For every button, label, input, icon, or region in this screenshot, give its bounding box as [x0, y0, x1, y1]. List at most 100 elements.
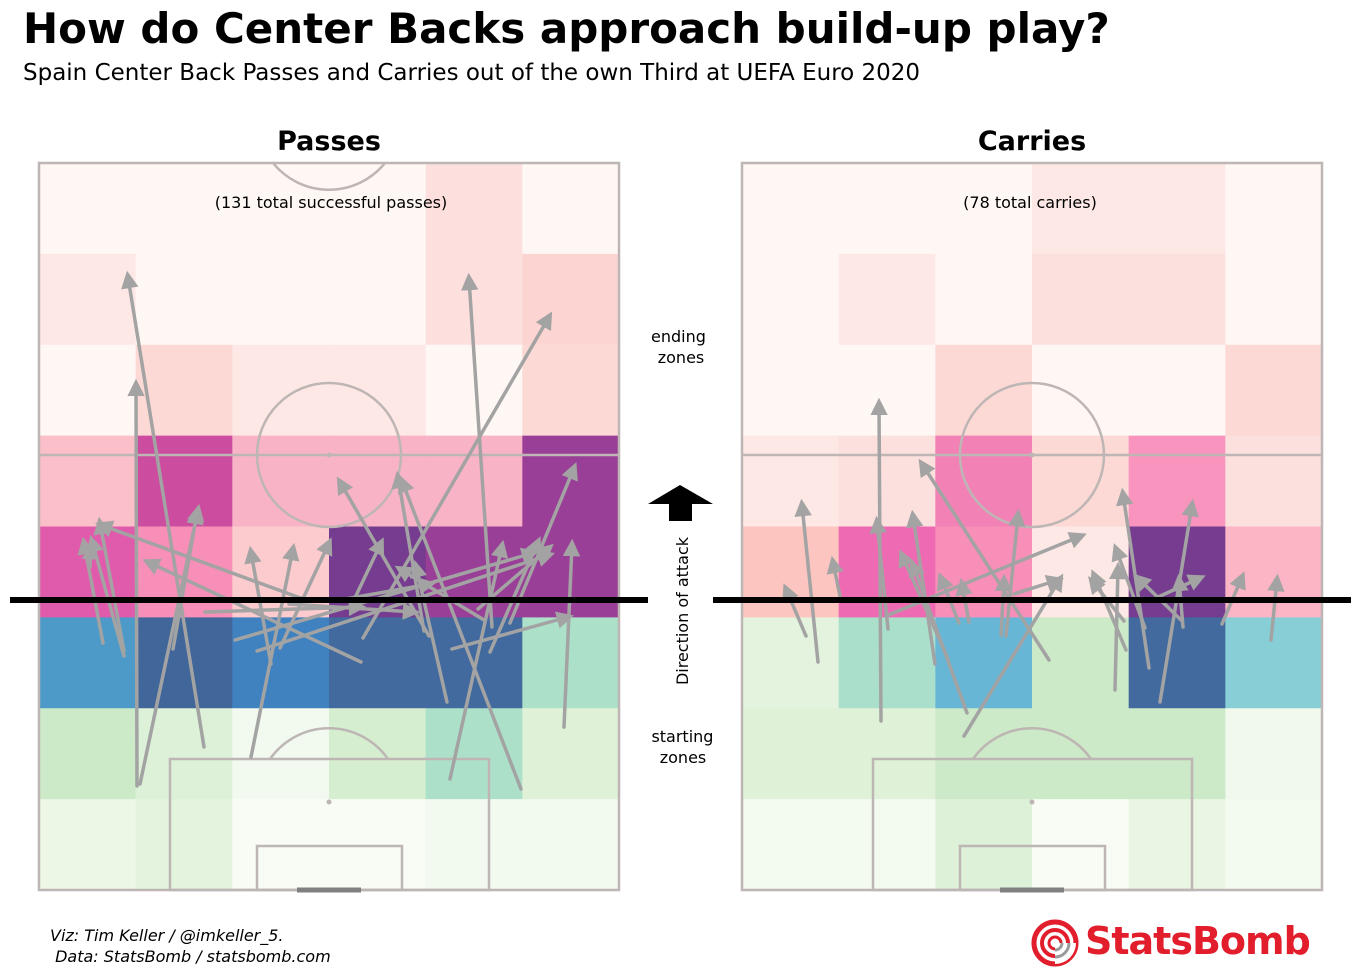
- ending-zones-label: ending zones: [651, 327, 711, 367]
- passes-zone-cell: [425, 435, 523, 528]
- passes-zone-cell: [522, 435, 620, 528]
- carries-arrow: [782, 583, 808, 638]
- passes-zone-cell: [425, 253, 523, 346]
- carries-zone-cell: [838, 344, 936, 437]
- passes-arrow: [249, 542, 300, 759]
- carries-zone-cell: [742, 163, 840, 255]
- passes-zone-cell: [39, 435, 137, 528]
- carries-arrow: [869, 515, 890, 631]
- statsbomb-wordmark: StatsBomb: [1085, 919, 1311, 963]
- passes-arrow: [77, 536, 105, 645]
- carries-zone-cell: [1225, 799, 1323, 891]
- carries-chart: Carries (78 total carries): [740, 126, 1324, 893]
- passes-zone-cell: [425, 799, 523, 891]
- passes-zone-cell: [135, 163, 233, 255]
- page-title: How do Center Backs approach build-up pl…: [23, 4, 1110, 53]
- passes-arrow: [450, 611, 575, 651]
- passes-zone-cell: [329, 435, 427, 528]
- carries-zone-cell: [838, 253, 936, 346]
- passes-zone-cell: [135, 435, 233, 528]
- passes-zone-cell: [425, 163, 523, 255]
- passes-arrow: [121, 270, 206, 749]
- passes-annotation: (131 total successful passes): [215, 193, 447, 212]
- passes-zone-cell: [232, 253, 330, 346]
- passes-zone-cell: [329, 344, 427, 437]
- passes-arrow: [336, 476, 431, 638]
- passes-arrows: [77, 270, 581, 791]
- carries-arrow: [1158, 498, 1199, 704]
- passes-arrow: [127, 378, 145, 788]
- carries-zone-cell: [1032, 435, 1130, 528]
- direction-of-attack-label: Direction of attack: [673, 536, 692, 685]
- passes-zone-cell: [232, 435, 330, 528]
- passes-zone-cell: [135, 799, 233, 891]
- starting-zones-label: starting zones: [651, 727, 718, 767]
- passes-chart: Passes (131 total successful passes): [37, 126, 621, 893]
- carries-zone-cell: [1128, 253, 1226, 346]
- carries-zone-cell: [1225, 253, 1323, 346]
- passes-zone-cell: [39, 799, 137, 891]
- credit-data: Data: StatsBomb / statsbomb.com: [50, 947, 331, 966]
- passes-zone-cell: [135, 253, 233, 346]
- passes-arrow: [361, 311, 553, 640]
- passes-zone-cell: [329, 253, 427, 346]
- carries-arrow: [962, 573, 1064, 738]
- passes-zone-cell: [522, 799, 620, 891]
- carries-zone-cell: [1128, 163, 1226, 255]
- passes-zone-cell: [522, 163, 620, 255]
- passes-zone-cell: [39, 526, 137, 618]
- carries-zone-cell: [838, 163, 936, 255]
- carries-zone-cell: [838, 799, 936, 891]
- passes-arrow: [448, 539, 509, 781]
- carries-zone-cell: [1225, 163, 1323, 255]
- carries-arrow: [1156, 574, 1206, 599]
- carries-chart-title: Carries: [978, 126, 1086, 157]
- carries-zone-cell: [1128, 344, 1226, 437]
- carries-arrow: [905, 509, 937, 666]
- passes-zone-cell: [522, 708, 620, 800]
- passes-zone-cell: [522, 617, 620, 709]
- passes-arrow: [203, 598, 367, 617]
- carries-zone-cell: [1032, 253, 1130, 346]
- passes-zone-cell: [329, 708, 427, 800]
- direction-indicator: ending zones Direction of attack startin…: [648, 327, 718, 767]
- carries-annotation: (78 total carries): [963, 193, 1097, 212]
- passes-zone-cell: [522, 253, 620, 346]
- passes-zone-cell: [232, 344, 330, 437]
- passes-arrow: [461, 272, 494, 629]
- carries-zone-cell: [742, 617, 840, 709]
- carries-zone-cell: [1032, 163, 1130, 255]
- carries-zone-cell: [742, 708, 840, 800]
- carries-arrow: [1267, 573, 1285, 642]
- carries-zone-cell: [742, 799, 840, 891]
- carries-arrow: [898, 549, 950, 661]
- passes-zone-cell: [329, 617, 427, 709]
- carries-arrow: [1111, 543, 1147, 630]
- passes-zone-cell: [39, 163, 137, 255]
- carries-zone-cell: [1032, 708, 1130, 800]
- carries-heatmap-cells: [742, 163, 1323, 891]
- direction-arrow-icon: [648, 485, 713, 521]
- carries-zone-cell: [935, 344, 1033, 437]
- carries-zone-cell: [1225, 435, 1323, 528]
- passes-arrow: [244, 545, 273, 666]
- passes-arrow: [562, 538, 581, 729]
- statsbomb-logo: StatsBomb: [1030, 918, 1330, 968]
- statsbomb-target-icon: [1031, 919, 1079, 967]
- carries-zone-cell: [1225, 344, 1323, 437]
- carries-arrow: [918, 458, 1051, 662]
- carries-zone-cell: [742, 344, 840, 437]
- carries-zone-cell: [1128, 708, 1226, 800]
- carries-zone-cell: [742, 435, 840, 528]
- carries-zone-cell: [935, 253, 1033, 346]
- passes-heatmap-cells: [39, 163, 620, 891]
- carries-zone-cell: [935, 617, 1033, 709]
- carries-zone-cell: [838, 617, 936, 709]
- passes-zone-cell: [39, 344, 137, 437]
- passes-arrow: [278, 537, 333, 650]
- carries-zone-cell: [1225, 617, 1323, 709]
- passes-arrow: [351, 537, 385, 604]
- passes-zone-cell: [232, 708, 330, 800]
- carries-zone-cell: [935, 708, 1033, 800]
